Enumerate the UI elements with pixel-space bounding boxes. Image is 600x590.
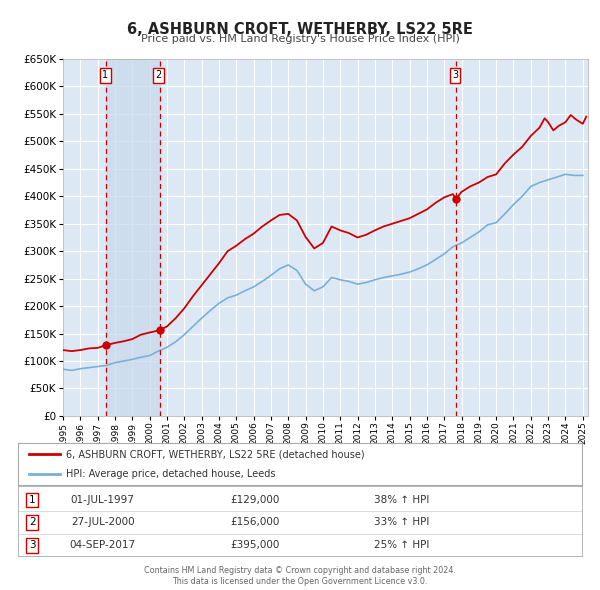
Text: 01-JUL-1997: 01-JUL-1997 (71, 495, 134, 505)
Text: 1: 1 (103, 70, 109, 80)
Text: Contains HM Land Registry data © Crown copyright and database right 2024.: Contains HM Land Registry data © Crown c… (144, 566, 456, 575)
Text: 33% ↑ HPI: 33% ↑ HPI (374, 517, 429, 527)
Text: This data is licensed under the Open Government Licence v3.0.: This data is licensed under the Open Gov… (172, 577, 428, 586)
Text: £395,000: £395,000 (230, 540, 280, 550)
Text: £156,000: £156,000 (230, 517, 280, 527)
Text: 25% ↑ HPI: 25% ↑ HPI (374, 540, 429, 550)
Text: 38% ↑ HPI: 38% ↑ HPI (374, 495, 429, 505)
Text: 3: 3 (29, 540, 35, 550)
Text: 6, ASHBURN CROFT, WETHERBY, LS22 5RE: 6, ASHBURN CROFT, WETHERBY, LS22 5RE (127, 22, 473, 37)
Text: 1: 1 (29, 495, 35, 505)
Text: 2: 2 (155, 70, 162, 80)
Text: 3: 3 (452, 70, 458, 80)
Text: 6, ASHBURN CROFT, WETHERBY, LS22 5RE (detached house): 6, ASHBURN CROFT, WETHERBY, LS22 5RE (de… (66, 450, 365, 460)
Text: 2: 2 (29, 517, 35, 527)
Bar (106, 59, 160, 416)
Text: £129,000: £129,000 (230, 495, 280, 505)
Text: HPI: Average price, detached house, Leeds: HPI: Average price, detached house, Leed… (66, 469, 275, 479)
Text: 04-SEP-2017: 04-SEP-2017 (70, 540, 136, 550)
Text: Price paid vs. HM Land Registry's House Price Index (HPI): Price paid vs. HM Land Registry's House … (140, 34, 460, 44)
Text: 27-JUL-2000: 27-JUL-2000 (71, 517, 134, 527)
